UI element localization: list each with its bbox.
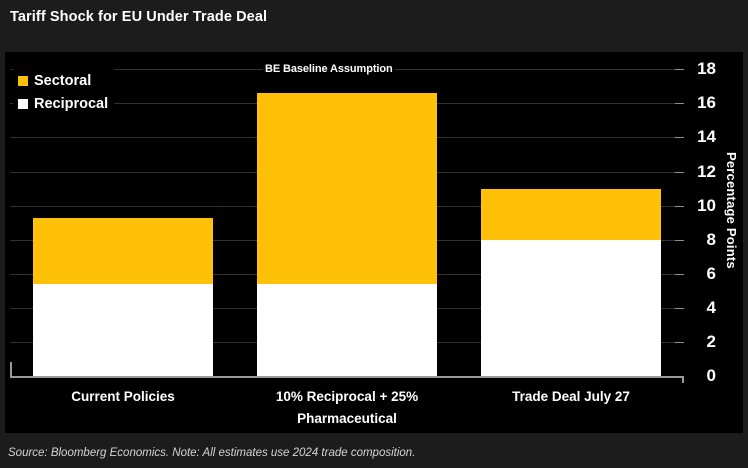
y-tick-16 — [675, 103, 684, 105]
y-tick-label-4: 4 — [706, 297, 716, 317]
x-axis-label-3: Trade Deal July 27 — [512, 389, 630, 404]
legend-item-reciprocal: Reciprocal — [13, 92, 115, 115]
y-tick-label-8: 8 — [706, 229, 716, 249]
legend-swatch-icon — [18, 75, 28, 86]
bar-1-sectoral-segment — [33, 217, 213, 284]
x-axis-label-1: Current Policies — [71, 389, 175, 404]
y-tick-4 — [675, 307, 684, 309]
bar-2-sectoral-segment — [257, 93, 437, 284]
bar-2-reciprocal-segment — [257, 283, 437, 376]
y-tick-12 — [675, 171, 684, 173]
annotation-label: BE Baseline Assumption — [263, 62, 395, 76]
y-tick-2 — [675, 341, 684, 343]
y-tick-label-12: 12 — [697, 161, 716, 181]
x-axis-label-2: 10% Reciprocal + 25% Pharmaceutical — [275, 389, 419, 426]
y-axis-title: Percentage Points — [724, 152, 739, 269]
bar-3-reciprocal-segment — [481, 239, 661, 376]
chart-panel: 0 2 4 6 8 10 12 14 16 18 Current Policies 10% Reci… — [5, 52, 743, 433]
source-note: Source: Bloomberg Economics. Note: All e… — [8, 447, 416, 459]
x-axis-left-end-tick — [10, 362, 12, 377]
legend-item-sectoral: Sectoral — [13, 69, 115, 92]
y-tick-label-0: 0 — [706, 366, 716, 385]
y-tick-label-14: 14 — [697, 127, 716, 147]
y-tick-8 — [675, 239, 684, 241]
bar-1-reciprocal-segment — [33, 283, 213, 376]
y-tick-label-6: 6 — [706, 263, 716, 283]
y-tick-label-16: 16 — [697, 93, 716, 113]
y-tick-label-18: 18 — [697, 59, 716, 79]
y-tick-18 — [675, 69, 684, 71]
y-tick-10 — [675, 205, 684, 207]
y-tick-6 — [675, 273, 684, 275]
legend-label: Sectoral — [34, 72, 92, 89]
legend-label: Reciprocal — [34, 95, 109, 112]
y-tick-14 — [675, 137, 684, 139]
legend: Sectoral Reciprocal — [13, 69, 115, 115]
legend-swatch-icon — [18, 98, 28, 109]
bar-3-sectoral-segment — [481, 188, 661, 240]
y-tick-label-10: 10 — [697, 195, 716, 215]
x-axis-right-end-tick — [682, 376, 684, 383]
chart-title: Tariff Shock for EU Under Trade Deal — [10, 9, 268, 25]
y-tick-label-2: 2 — [706, 331, 716, 351]
x-axis-line — [10, 376, 684, 378]
